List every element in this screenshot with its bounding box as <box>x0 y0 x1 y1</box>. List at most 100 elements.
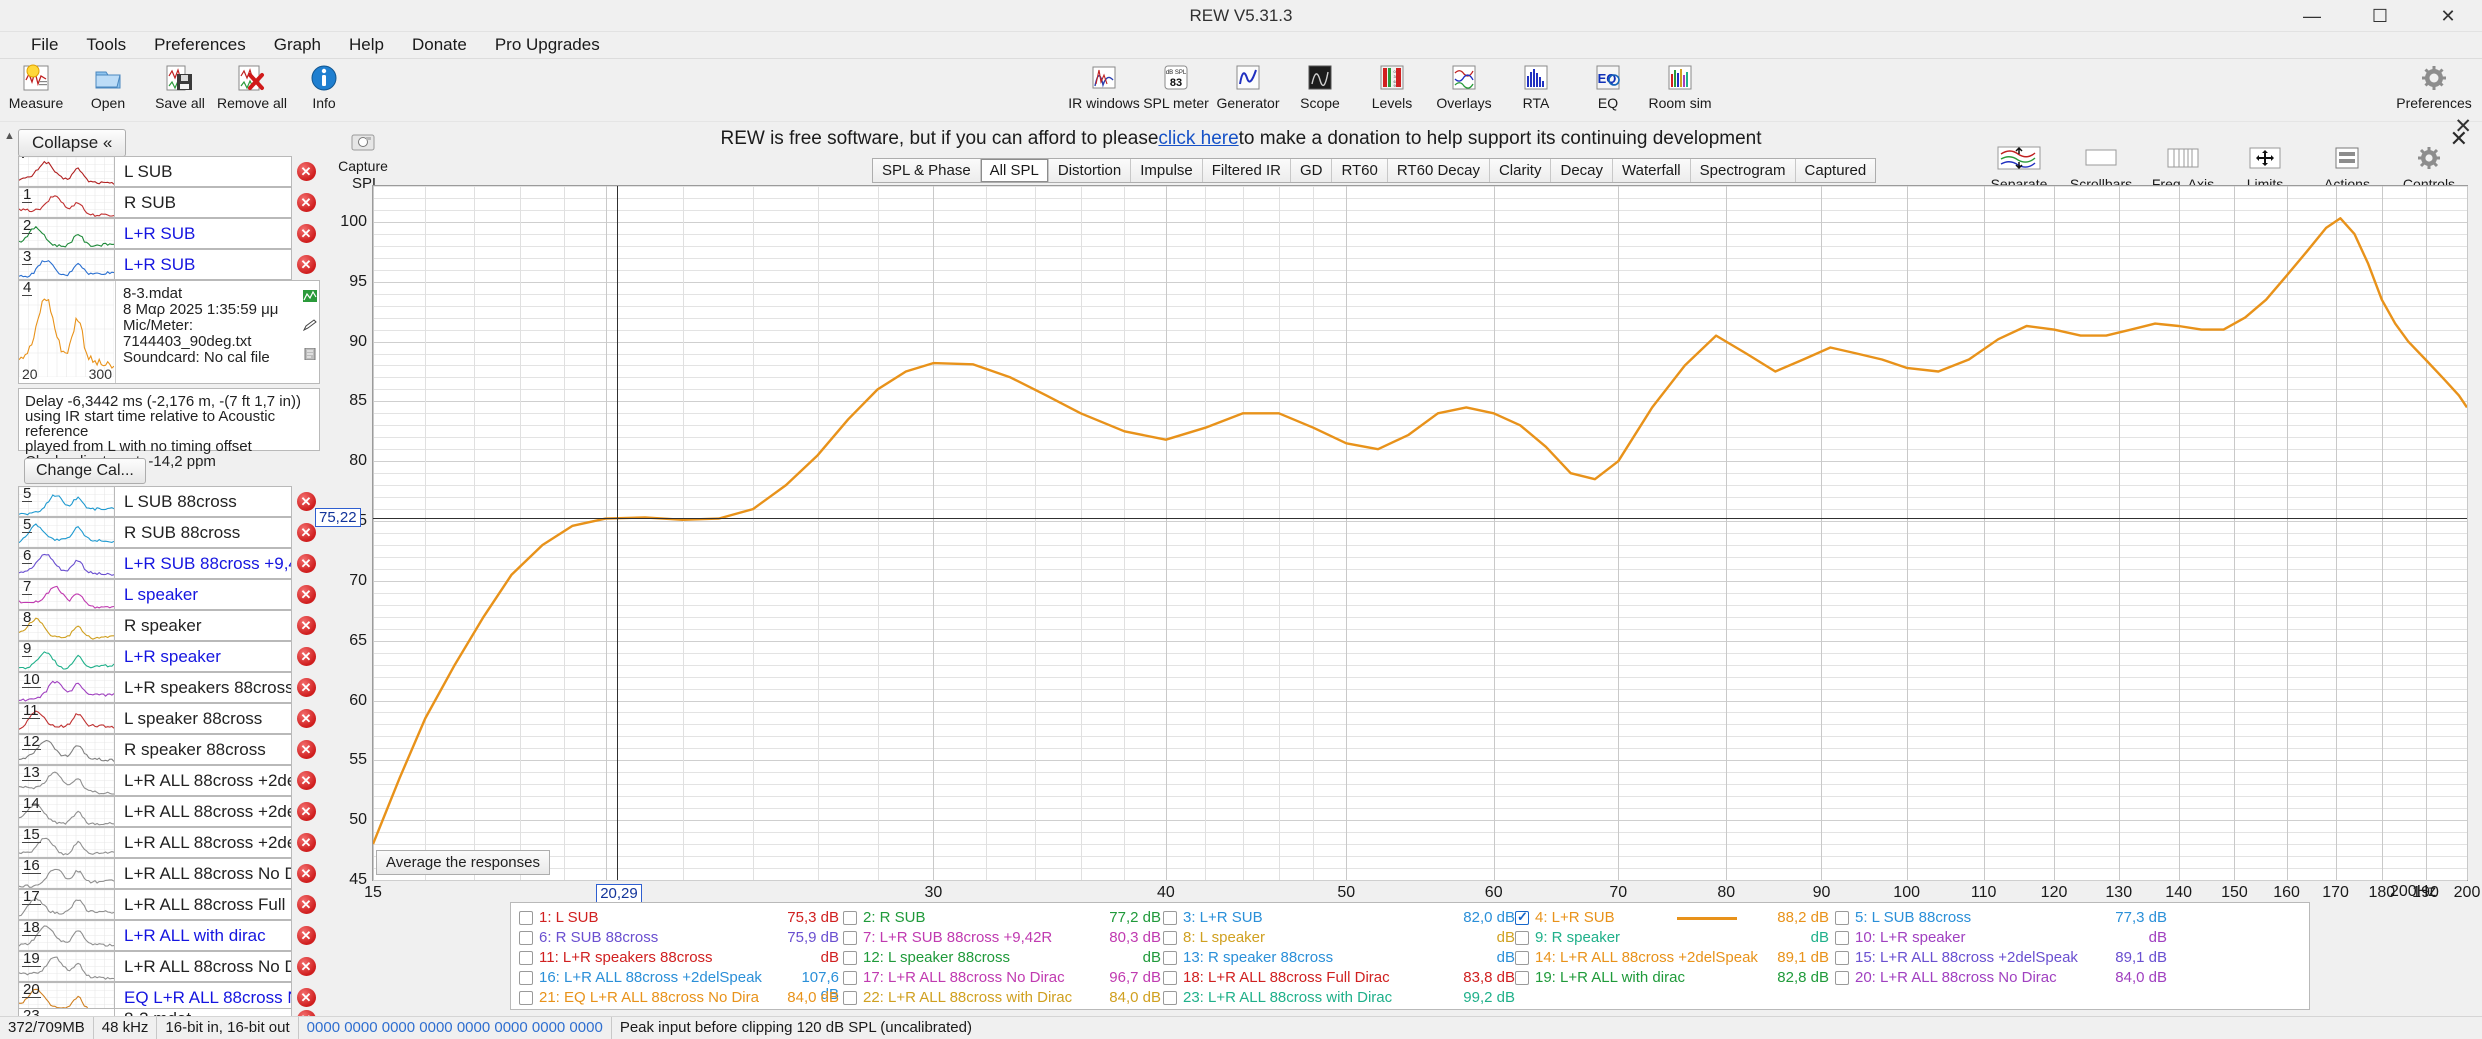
delete-measurement-button[interactable]: ✕ <box>292 703 320 734</box>
legend-checkbox[interactable] <box>843 970 857 985</box>
delete-measurement-button[interactable]: ✕ <box>292 951 320 982</box>
measurement-name[interactable]: R speaker 88cross <box>115 734 292 765</box>
menu-pro-upgrades[interactable]: Pro Upgrades <box>494 35 600 54</box>
legend-checkbox[interactable] <box>519 990 533 1005</box>
banner-close-icon[interactable]: ✕ <box>2449 126 2468 151</box>
pencil-icon[interactable] <box>302 316 317 336</box>
measurement-list-item[interactable]: 11 L speaker 88cross ✕ <box>18 703 320 734</box>
legend-checkbox[interactable] <box>1163 970 1177 985</box>
measurement-name[interactable]: L+R speakers 88cross <box>115 672 292 703</box>
remove-all-button[interactable]: Remove all <box>216 59 288 111</box>
measurement-name[interactable]: L+R ALL 88cross +2delSpeak <box>115 765 292 796</box>
legend-item[interactable]: 2: R SUB <box>843 909 926 926</box>
preferences-button[interactable]: Preferences <box>2392 59 2476 111</box>
legend-checkbox[interactable] <box>1835 930 1849 945</box>
eq-button[interactable]: EQ EQ <box>1572 59 1644 111</box>
measurement-list-item[interactable]: 5 R SUB 88cross ✕ <box>18 517 320 548</box>
legend-checkbox[interactable] <box>1835 950 1849 965</box>
legend-checkbox[interactable] <box>1163 950 1177 965</box>
delete-measurement-button[interactable]: ✕ <box>292 187 320 218</box>
measurement-list-item[interactable]: 12 R speaker 88cross ✕ <box>18 734 320 765</box>
menu-donate[interactable]: Donate <box>411 35 467 54</box>
selected-measurement-panel[interactable]: 4 20 300 8-3.mdat 8 Μαρ 2025 1:35:59 μμ Mic/M… <box>18 280 320 384</box>
room-sim-button[interactable]: Room sim <box>1644 59 1716 111</box>
measurement-list-item[interactable]: 14 L+R ALL 88cross +2delSpeak✕ <box>18 796 320 827</box>
spl-graph[interactable]: 4550556065707580859095100152030405060708… <box>315 185 2480 903</box>
tab-captured[interactable]: Captured <box>1795 159 1876 182</box>
legend-checkbox[interactable] <box>519 970 533 985</box>
delete-measurement-button[interactable]: ✕ <box>292 641 320 672</box>
change-cal-button[interactable]: Change Cal... <box>24 458 146 484</box>
info-button[interactable]: Info <box>288 59 360 111</box>
close-button[interactable]: ✕ <box>2440 5 2456 26</box>
legend-checkbox[interactable] <box>843 930 857 945</box>
legend-item[interactable]: 22: L+R ALL 88cross with Dirac <box>843 989 1072 1006</box>
collapse-button[interactable]: Collapse « <box>18 129 127 157</box>
chart-icon[interactable] <box>303 287 317 307</box>
spl-meter-button[interactable]: dB SPL 83 SPL meter <box>1140 59 1212 111</box>
delete-measurement-button[interactable]: ✕ <box>292 610 320 641</box>
legend-checkbox[interactable] <box>519 910 533 925</box>
measurement-name[interactable]: L+R ALL 88cross +2delSpeak <box>115 827 292 858</box>
measurement-list-item[interactable]: 10 L+R speakers 88cross ✕ <box>18 672 320 703</box>
legend-item[interactable]: 10: L+R speaker <box>1835 929 1966 946</box>
cursor-horizontal-line[interactable] <box>373 518 2467 520</box>
legend-checkbox[interactable] <box>519 930 533 945</box>
measurement-list-item[interactable]: 19 L+R ALL 88cross No Dirac✕ <box>18 951 320 982</box>
measurement-list-item[interactable]: 2 L+R SUB ✕ <box>18 218 320 249</box>
legend-checkbox[interactable] <box>1163 990 1177 1005</box>
legend-item[interactable]: 14: L+R ALL 88cross +2delSpeak <box>1515 949 1758 966</box>
measurement-list-item[interactable]: 15 L+R ALL 88cross +2delSpeak✕ <box>18 827 320 858</box>
tab-waterfall[interactable]: Waterfall <box>1613 159 1691 182</box>
delete-measurement-button[interactable]: ✕ <box>292 579 320 610</box>
delete-measurement-button[interactable]: ✕ <box>292 827 320 858</box>
delete-measurement-button[interactable]: ✕ <box>292 672 320 703</box>
tab-filtered-ir[interactable]: Filtered IR <box>1202 159 1291 182</box>
measurement-list-item[interactable]: 13 L+R ALL 88cross +2delSpeak✕ <box>18 765 320 796</box>
legend-item[interactable]: 6: R SUB 88cross <box>519 929 658 946</box>
legend-item[interactable]: 5: L SUB 88cross <box>1835 909 1971 926</box>
measurement-list-item[interactable]: 8 R speaker ✕ <box>18 610 320 641</box>
open-button[interactable]: Open <box>72 59 144 111</box>
measurement-name[interactable]: L+R ALL 88cross Full Dirac <box>115 889 292 920</box>
legend-item[interactable]: 19: L+R ALL with dirac <box>1515 969 1685 986</box>
delete-measurement-button[interactable]: ✕ <box>292 982 320 1013</box>
menu-help[interactable]: Help <box>349 35 384 54</box>
measurement-list-item[interactable]: 5 L SUB 88cross ✕ <box>18 486 320 517</box>
legend-checkbox[interactable] <box>843 990 857 1005</box>
legend-checkbox[interactable] <box>843 950 857 965</box>
legend-checkbox[interactable] <box>1515 930 1529 945</box>
delete-measurement-button[interactable]: ✕ <box>292 765 320 796</box>
measurement-list-item[interactable]: 20 EQ L+R ALL 88cross No Dira✕ <box>18 982 320 1013</box>
legend-item[interactable]: 8: L speaker <box>1163 929 1265 946</box>
delete-measurement-button[interactable]: ✕ <box>292 249 320 280</box>
capture-button[interactable]: Capture <box>332 126 394 174</box>
panel-close-icon[interactable]: ✕ <box>2454 115 2472 138</box>
measurement-list-item[interactable]: 17 L+R ALL 88cross Full Dirac✕ <box>18 889 320 920</box>
tab-all-spl[interactable]: All SPL <box>980 159 1049 182</box>
legend-item[interactable]: 21: EQ L+R ALL 88cross No Dira <box>519 989 759 1006</box>
legend-item[interactable]: 4: L+R SUB <box>1515 909 1615 926</box>
measurement-name[interactable]: L+R ALL with dirac <box>115 920 292 951</box>
measurement-name[interactable]: L+R speaker <box>115 641 292 672</box>
tab-gd[interactable]: GD <box>1290 159 1333 182</box>
rta-button[interactable]: RTA <box>1500 59 1572 111</box>
legend-item[interactable]: 13: R speaker 88cross <box>1163 949 1333 966</box>
delete-measurement-button[interactable]: ✕ <box>292 796 320 827</box>
legend-item[interactable]: 3: L+R SUB <box>1163 909 1263 926</box>
measurement-name[interactable]: R SUB 88cross <box>115 517 292 548</box>
legend-checkbox[interactable] <box>843 910 857 925</box>
legend-item[interactable]: 11: L+R speakers 88cross <box>519 949 713 966</box>
scroll-up-icon[interactable]: ▲ <box>4 130 15 142</box>
overlays-button[interactable]: Overlays <box>1428 59 1500 111</box>
legend-item[interactable]: 16: L+R ALL 88cross +2delSpeak <box>519 969 762 986</box>
measurement-list-item[interactable]: 3 L+R SUB ✕ <box>18 249 320 280</box>
menu-preferences[interactable]: Preferences <box>154 35 246 54</box>
measure-button[interactable]: Measure <box>0 59 72 111</box>
maximize-button[interactable]: ☐ <box>2371 5 2389 26</box>
legend-item[interactable]: 20: L+R ALL 88cross No Dirac <box>1835 969 2057 986</box>
save-all-button[interactable]: Save all <box>144 59 216 111</box>
delete-measurement-button[interactable]: ✕ <box>292 548 320 579</box>
measurement-list-item[interactable]: 6 L+R SUB 88cross +9,42R✕ <box>18 548 320 579</box>
measurement-name[interactable]: L speaker <box>115 579 292 610</box>
